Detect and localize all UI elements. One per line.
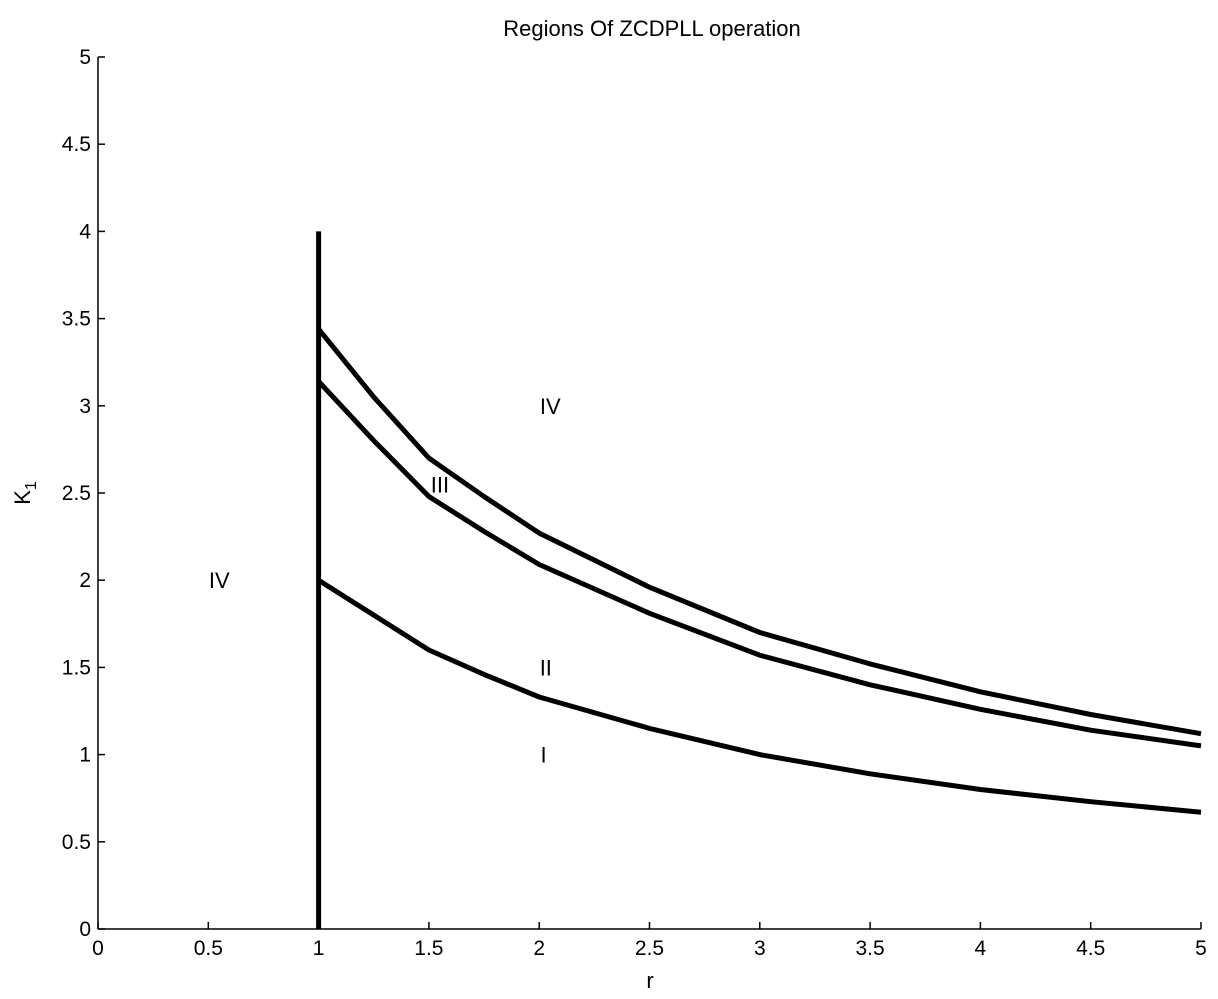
- plot-area: [97, 57, 1201, 930]
- y-tick-label: 4.5: [62, 133, 91, 156]
- series-group: [316, 231, 1202, 929]
- y-axis-title-subscript: 1: [23, 481, 40, 490]
- region-label: I: [541, 743, 547, 768]
- series-line-2: [316, 379, 1202, 749]
- region-label: II: [540, 655, 552, 680]
- x-ticks: 0 0.5 1 1.5 2 2.5 3 3.5 4 4.5 5: [92, 922, 1207, 960]
- y-tick-label: 0.5: [62, 831, 91, 854]
- x-tick-label: 2: [533, 937, 545, 960]
- x-tick-label: 0: [92, 937, 104, 960]
- y-tick-label: 0: [79, 918, 91, 941]
- y-tick-label: 3: [79, 395, 91, 418]
- y-tick-label: 1.5: [62, 656, 91, 679]
- y-tick-label: 3.5: [62, 308, 91, 331]
- x-tick-label: 1.5: [414, 937, 443, 960]
- x-tick-label: 1: [313, 937, 325, 960]
- y-tick-label: 2: [79, 569, 91, 592]
- x-tick-label: 3.5: [855, 937, 884, 960]
- series-line-1: [317, 578, 1202, 815]
- y-axis-title: K1: [10, 481, 40, 505]
- region-label: IV: [540, 394, 561, 419]
- y-tick-label: 4: [79, 220, 91, 243]
- x-tick-label: 5: [1195, 937, 1207, 960]
- y-tick-label: 5: [79, 46, 91, 69]
- x-tick-label: 3: [754, 937, 766, 960]
- x-tick-label: 0.5: [194, 937, 223, 960]
- x-tick-label: 4.5: [1076, 937, 1105, 960]
- region-label: IV: [209, 568, 230, 593]
- y-ticks: 0 0.5 1 1.5 2 2.5 3 3.5 4 4.5 5: [62, 46, 105, 941]
- y-tick-label: 1: [79, 744, 91, 767]
- region-label: III: [431, 472, 449, 497]
- y-tick-label: 2.5: [62, 482, 91, 505]
- chart-title: Regions Of ZCDPLL operation: [503, 16, 801, 41]
- x-tick-label: 4: [975, 937, 987, 960]
- x-tick-label: 2.5: [635, 937, 664, 960]
- series-line-3: [316, 327, 1202, 737]
- y-axis-title-main: K: [10, 490, 35, 505]
- x-axis-title: r: [646, 968, 653, 993]
